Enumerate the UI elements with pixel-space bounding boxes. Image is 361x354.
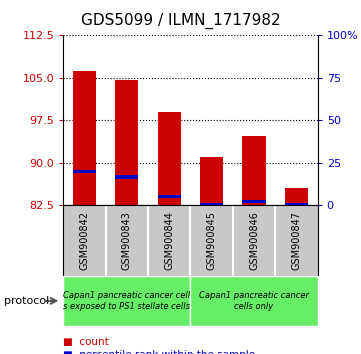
Bar [157, 195, 181, 198]
Text: GSM900842: GSM900842 [79, 211, 90, 270]
Text: GSM900846: GSM900846 [249, 211, 259, 270]
Bar [242, 136, 266, 205]
Bar [115, 80, 139, 205]
Text: Capan1 pancreatic cancer
cells only: Capan1 pancreatic cancer cells only [199, 291, 309, 310]
Bar [73, 170, 96, 173]
Bar [63, 276, 191, 326]
Text: GDS5099 / ILMN_1717982: GDS5099 / ILMN_1717982 [81, 12, 280, 29]
Text: GSM900843: GSM900843 [122, 211, 132, 270]
Bar [285, 188, 308, 205]
Bar [200, 203, 223, 206]
Text: ■  percentile rank within the sample: ■ percentile rank within the sample [63, 350, 255, 354]
Bar [285, 202, 308, 206]
Bar [242, 200, 266, 204]
Text: ■  count: ■ count [63, 337, 109, 347]
Text: GSM900844: GSM900844 [164, 211, 174, 270]
Text: GSM900845: GSM900845 [206, 211, 217, 270]
Text: protocol: protocol [4, 296, 49, 306]
Text: GSM900847: GSM900847 [291, 211, 301, 270]
Bar [200, 157, 223, 205]
Bar [73, 71, 96, 205]
Bar [191, 276, 318, 326]
Bar [157, 112, 181, 205]
Bar [115, 176, 139, 178]
Text: Capan1 pancreatic cancer cell
s exposed to PS1 stellate cells: Capan1 pancreatic cancer cell s exposed … [63, 291, 190, 310]
